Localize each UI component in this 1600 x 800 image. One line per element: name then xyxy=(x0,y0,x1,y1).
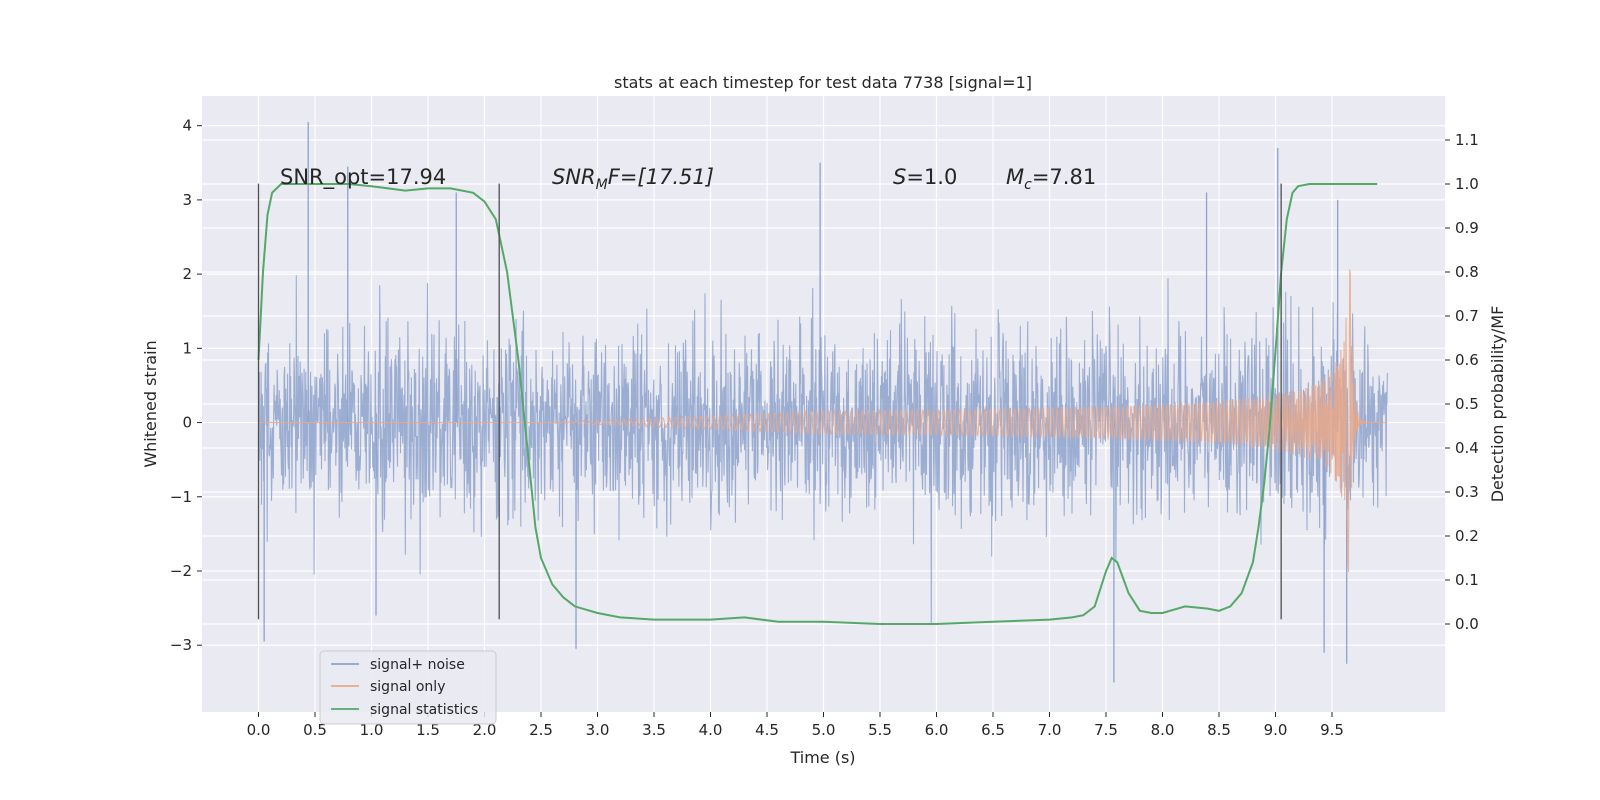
legend: signal+ noise signal only signal statist… xyxy=(319,650,497,725)
x-tick-label: 4.5 xyxy=(755,721,779,739)
y-right-tick-label: 0.4 xyxy=(1455,439,1479,457)
y-right-tick-label: 0.0 xyxy=(1455,615,1479,633)
series-signal-only xyxy=(258,269,1388,573)
y-right-tick-label: 1.0 xyxy=(1455,175,1479,193)
x-tick-label: 7.5 xyxy=(1094,721,1118,739)
legend-label-signal-only: signal only xyxy=(370,679,445,695)
y-tick-label: 0 xyxy=(182,414,192,432)
legend-label-signal-statistics: signal statistics xyxy=(370,702,478,718)
x-tick-label: 2.0 xyxy=(473,721,497,739)
y-tick-label: 1 xyxy=(182,339,192,357)
y-right-tick-label: 0.3 xyxy=(1455,483,1479,501)
x-tick-label: 5.0 xyxy=(812,721,836,739)
y-right-tick-label: 0.7 xyxy=(1455,307,1479,325)
y-tick-label: 2 xyxy=(182,265,192,283)
x-tick-label: 0.5 xyxy=(303,721,327,739)
x-tick-label: 4.0 xyxy=(699,721,723,739)
y-tick-label: −2 xyxy=(170,562,192,580)
y-axis-label: Whitened strain xyxy=(141,340,160,467)
x-tick-label: 7.0 xyxy=(1038,721,1062,739)
series-signal-statistics xyxy=(257,183,1378,625)
y-right-tick-label: 0.8 xyxy=(1455,263,1479,281)
legend-box xyxy=(319,650,497,725)
y-axis-right-label: Detection probability/MF xyxy=(1488,306,1507,503)
x-tick-label: 6.0 xyxy=(925,721,949,739)
y-right-tick-label: 0.5 xyxy=(1455,395,1479,413)
annotations: SNR_opt=17.94 SNRMF=[17.51] S=1.0 Mc=7.8… xyxy=(280,165,1096,193)
y-right-tick-label: 1.1 xyxy=(1455,131,1479,149)
x-tick-label: 9.0 xyxy=(1264,721,1288,739)
annotation-snr-mf: SNRMF=[17.51] xyxy=(552,165,714,193)
x-tick-label: 0.0 xyxy=(247,721,271,739)
axes-layer: 0.0 0.5 1.0 1.5 2.0 2.5 3.0 3.5 4.0 4.5 5.0 5.5 6.0 6… xyxy=(170,117,1479,739)
annotation-mc: Mc=7.81 xyxy=(1006,165,1096,193)
x-tick-label: 9.5 xyxy=(1320,721,1344,739)
x-tick-label: 8.0 xyxy=(1151,721,1175,739)
x-tick-label: 8.5 xyxy=(1207,721,1231,739)
x-tick-label: 1.5 xyxy=(416,721,440,739)
annotation-s: S=1.0 xyxy=(893,165,957,189)
y-tick-label: −1 xyxy=(170,488,192,506)
y-tick-label: −3 xyxy=(170,636,192,654)
annotation-snr-opt: SNR_opt=17.94 xyxy=(280,165,446,190)
x-tick-label: 2.5 xyxy=(529,721,553,739)
y-tick-label: 4 xyxy=(182,117,192,135)
y-right-tick-label: 0.1 xyxy=(1455,571,1479,589)
x-tick-label: 1.0 xyxy=(360,721,384,739)
legend-label-signal-noise: signal+ noise xyxy=(370,657,465,673)
y-right-tick-label: 0.2 xyxy=(1455,527,1479,545)
chart-title: stats at each timestep for test data 773… xyxy=(614,73,1032,92)
y-right-tick-label: 0.6 xyxy=(1455,351,1479,369)
x-tick-label: 5.5 xyxy=(868,721,892,739)
x-tick-label: 3.5 xyxy=(642,721,666,739)
x-tick-label: 6.5 xyxy=(981,721,1005,739)
x-tick-label: 3.0 xyxy=(586,721,610,739)
y-tick-label: 3 xyxy=(182,191,192,209)
y-right-tick-label: 0.9 xyxy=(1455,219,1479,237)
data-layer xyxy=(257,121,1388,683)
x-axis-label: Time (s) xyxy=(789,748,855,767)
